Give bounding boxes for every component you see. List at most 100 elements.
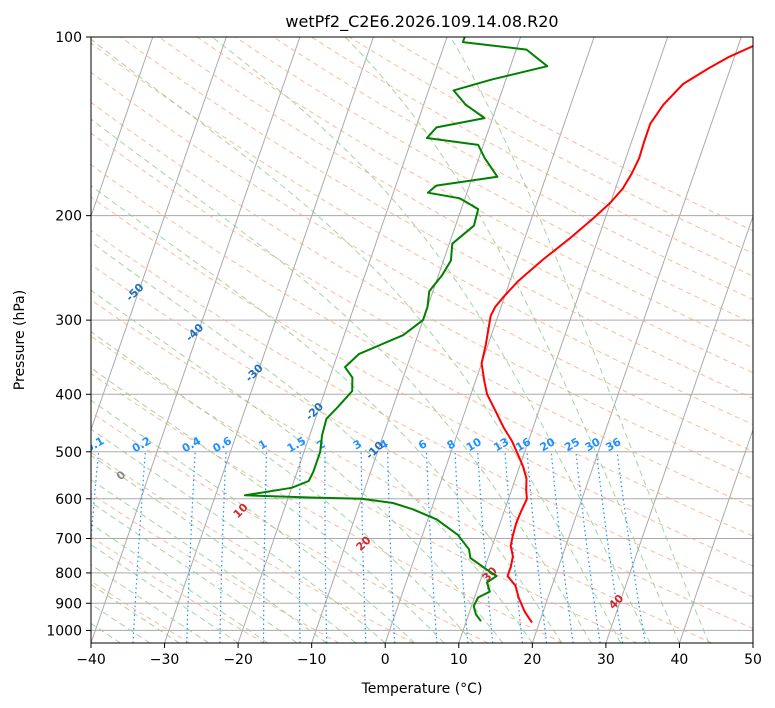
isotherm-30 xyxy=(605,214,753,643)
background-lines xyxy=(91,37,753,643)
moist-adiabat-44 xyxy=(450,37,710,643)
isotherm-50 xyxy=(752,641,753,643)
isotherm-10 xyxy=(458,37,669,643)
dry-adiabat-label: 20 xyxy=(354,533,374,553)
isotherm-20 xyxy=(531,37,742,643)
moist-adiabat--4 xyxy=(91,454,357,643)
isotherm-40 xyxy=(678,428,753,643)
grid-layer xyxy=(0,37,753,643)
x-tick-label: −40 xyxy=(76,652,106,668)
isotherm--80 xyxy=(0,37,6,643)
moist-adiabat-24 xyxy=(91,185,563,643)
y-axis-label: Pressure (hPa) xyxy=(12,290,28,390)
dry-adiabat-110 xyxy=(91,71,753,452)
y-tick-label: 800 xyxy=(55,566,82,582)
moist-adiabat-0 xyxy=(91,428,386,643)
mixing-ratio-line-7 xyxy=(360,451,367,643)
mixing-ratio-line-8 xyxy=(387,451,396,643)
x-tick-label: 10 xyxy=(450,652,468,668)
chart-title: wetPf2_C2E6.2026.109.14.08.R20 xyxy=(285,12,558,32)
mixing-ratio-line-13 xyxy=(526,451,548,643)
dry-adiabat-100 xyxy=(91,101,753,480)
isotherm-0 xyxy=(384,37,595,643)
x-tick-label: 20 xyxy=(523,652,541,668)
y-tick-label: 200 xyxy=(55,209,82,225)
mixing-ratio-line-10 xyxy=(454,451,469,643)
mixing-ratio-line-1 xyxy=(132,451,146,643)
axes: −40 −30 −20 −10 0 10 20 30 40 5010020030040050060… xyxy=(46,30,762,668)
dry-adiabat-200 xyxy=(387,37,753,232)
dry-adiabat-10 xyxy=(91,411,489,643)
moist-adiabat-12 xyxy=(91,331,474,643)
dry-adiabat-120 xyxy=(91,42,753,426)
isotherm--60 xyxy=(91,37,154,218)
moist-adiabat--20 xyxy=(91,544,239,643)
x-axis-label: Temperature (°C) xyxy=(361,681,483,697)
mixing-ratio-line-4 xyxy=(262,451,268,643)
moist-adiabat-16 xyxy=(91,289,504,643)
moist-adiabat-36 xyxy=(211,37,651,643)
isotherm-label: -60 xyxy=(64,240,87,263)
x-tick-label: 0 xyxy=(381,652,390,668)
isotherm-label: -30 xyxy=(243,361,266,384)
dry-adiabat-label: 0 xyxy=(114,468,129,483)
dry-adiabat-30 xyxy=(91,335,638,643)
dewpoint-profile xyxy=(243,37,549,622)
dry-adiabat-80 xyxy=(91,164,753,537)
moist-adiabat--16 xyxy=(91,523,268,643)
mixing-ratio-line-2 xyxy=(186,451,196,643)
mixing-ratio-line-15 xyxy=(575,451,601,643)
dry-adiabat-60 xyxy=(91,229,753,598)
y-tick-label: 700 xyxy=(55,532,82,548)
x-tick-label: 40 xyxy=(671,652,689,668)
plot-frame xyxy=(90,36,754,644)
isotherm--20 xyxy=(237,37,448,643)
isotherm-label: -40 xyxy=(183,321,206,344)
y-tick-label: 300 xyxy=(55,313,82,329)
isotherm-label: -70 xyxy=(6,195,29,218)
isotherm--10 xyxy=(311,37,522,643)
isotherm--40 xyxy=(91,37,301,643)
dry-adiabat-70 xyxy=(91,196,753,567)
x-tick-label: −10 xyxy=(297,652,327,668)
mixing-ratio-line-3 xyxy=(219,451,227,643)
x-tick-label: −30 xyxy=(150,652,180,668)
isotherm-label: -20 xyxy=(303,400,326,423)
temperature-profile xyxy=(480,44,753,624)
moist-adiabat-32 xyxy=(91,38,622,643)
isotherm--50 xyxy=(91,37,227,432)
mixing-ratio-line-6 xyxy=(324,451,328,643)
mixing-ratio-line-5 xyxy=(298,451,301,643)
y-tick-label: 100 xyxy=(55,30,82,46)
dry-adiabat-label: 40 xyxy=(606,592,626,612)
dry-adiabat-90 xyxy=(91,132,753,508)
dry-adiabat-160 xyxy=(234,37,753,324)
dry-adiabat--20 xyxy=(91,536,265,643)
moist-adiabat-28 xyxy=(91,118,592,643)
dry-adiabat-0 xyxy=(91,451,414,643)
dry-adiabat-170 xyxy=(273,37,753,301)
moist-adiabat-20 xyxy=(91,241,533,643)
y-tick-label: 900 xyxy=(55,596,82,612)
mixing-ratio-line-16 xyxy=(595,451,624,643)
moist-adiabat-4 xyxy=(91,399,415,643)
dry-adiabat-20 xyxy=(91,373,563,643)
dry-adiabat-50 xyxy=(91,263,753,630)
x-tick-label: −20 xyxy=(223,652,253,668)
mixing-ratio-line-9 xyxy=(425,451,438,643)
moist-adiabat--24 xyxy=(91,564,209,643)
dry-adiabat--30 xyxy=(91,580,190,643)
dry-adiabat-130 xyxy=(120,37,753,399)
mixing-ratio-line-12 xyxy=(504,451,524,643)
isotherm--30 xyxy=(164,37,374,643)
y-tick-label: 1000 xyxy=(46,623,82,639)
dry-adiabat--10 xyxy=(91,493,340,643)
sounding-series xyxy=(243,37,753,624)
y-tick-label: 500 xyxy=(55,445,82,461)
x-tick-label: 50 xyxy=(744,652,762,668)
mixing-ratio-line-17 xyxy=(616,451,646,643)
moist-adiabat--8 xyxy=(91,479,327,643)
mixing-ratio-label: 3 xyxy=(351,437,364,452)
y-tick-label: 600 xyxy=(55,492,82,508)
